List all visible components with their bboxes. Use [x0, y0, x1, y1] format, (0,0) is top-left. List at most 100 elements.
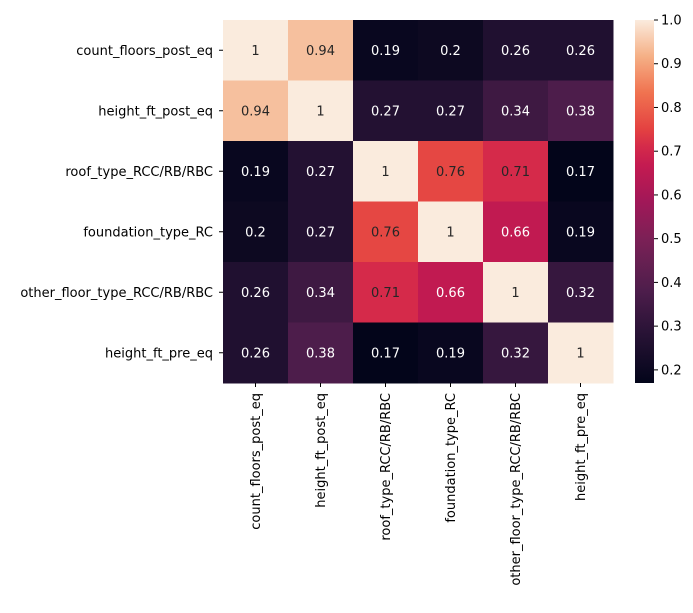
heatmap-cell [288, 141, 354, 202]
heatmap-cell [223, 322, 289, 384]
cell-value-label: 0.34 [306, 286, 335, 301]
heatmap-cell [223, 262, 289, 323]
cell-value-label: 0.2 [440, 44, 461, 59]
x-tick-label: count_floors_post_eq [249, 393, 264, 530]
cell-value-label: 0.26 [241, 346, 270, 361]
cell-value-label: 0.66 [436, 286, 465, 301]
colorbar-tick-label: 0.4 [661, 276, 682, 291]
cell-value-label: 0.38 [306, 346, 335, 361]
cell-value-label: 0.27 [436, 104, 465, 119]
cell-value-label: 1 [251, 44, 259, 59]
colorbar-tick-label: 0.3 [661, 320, 682, 335]
heatmap-cell [483, 322, 549, 384]
cell-value-label: 0.32 [501, 346, 530, 361]
cell-value-label: 0.17 [566, 165, 595, 180]
heatmap-cell [483, 80, 549, 142]
heatmap-cell [288, 201, 354, 263]
cell-value-label: 0.71 [501, 165, 530, 180]
heatmap-cell [548, 20, 614, 81]
heatmap-cell-labels: 1 0.94 0.19 0.2 0.26 0.26 0.94 1 0.27 0.27 0.34 0.3… [241, 44, 595, 362]
heatmap-cell [418, 141, 484, 202]
cell-value-label: 0.27 [306, 225, 335, 240]
heatmap-cell [223, 80, 289, 142]
heatmap-cell [483, 141, 549, 202]
cell-value-label: 1 [316, 104, 324, 119]
heatmap-cell [483, 20, 549, 81]
heatmap-cell [288, 20, 354, 81]
heatmap-cell [353, 262, 419, 323]
heatmap-cell [288, 80, 354, 142]
cell-value-label: 0.94 [306, 44, 335, 59]
heatmap-cell [548, 322, 614, 384]
heatmap-cell [483, 262, 549, 323]
colorbar-tick-label: 0.8 [661, 101, 682, 116]
cell-value-label: 0.26 [501, 44, 530, 59]
y-tick-label: roof_type_RCC/RB/RBC [65, 165, 213, 180]
heatmap-cell [353, 20, 419, 81]
heatmap-cell [288, 262, 354, 323]
cell-value-label: 0.27 [371, 104, 400, 119]
x-tick-label: foundation_type_RC [444, 393, 459, 523]
cell-value-label: 0.76 [371, 225, 400, 240]
cell-value-label: 0.17 [371, 346, 400, 361]
cell-value-label: 0.32 [566, 286, 595, 301]
heatmap-cell [548, 201, 614, 263]
colorbar-tick-label: 0.2 [661, 363, 682, 378]
x-tick-label: other_floor_type_RCC/RB/RBC [509, 393, 524, 586]
colorbar: 0.2 0.3 0.4 0.5 0.6 0.7 0.8 0.9 1.0 [635, 14, 682, 383]
y-tick-label: height_ft_pre_eq [105, 346, 213, 361]
heatmap-cell [223, 20, 289, 81]
y-tick-label: foundation_type_RC [83, 225, 213, 240]
cell-value-label: 0.27 [306, 165, 335, 180]
colorbar-tick-label: 0.5 [661, 232, 682, 247]
x-tick-label: height_ft_pre_eq [574, 393, 589, 501]
heatmap-cells [223, 20, 614, 384]
cell-value-label: 0.26 [241, 286, 270, 301]
heatmap-cell [418, 20, 484, 81]
heatmap-cell [483, 201, 549, 263]
heatmap-cell [548, 141, 614, 202]
x-tick-label: roof_type_RCC/RB/RBC [379, 393, 394, 541]
colorbar-tick-label: 0.9 [661, 57, 682, 72]
y-axis-tick-labels: count_floors_post_eq height_ft_post_eqroo… [20, 44, 223, 361]
heatmap-cell [223, 201, 289, 263]
cell-value-label: 1 [446, 225, 454, 240]
colorbar-tick-label: 0.6 [661, 188, 682, 203]
x-axis-tick-labels: count_floors_post_eq height_ft_post_eq roo… [249, 383, 589, 586]
heatmap-cell [418, 80, 484, 142]
heatmap-cell [418, 201, 484, 263]
colorbar-tick-label: 0.7 [661, 145, 682, 160]
heatmap-cell [353, 80, 419, 142]
cell-value-label: 1 [576, 346, 584, 361]
cell-value-label: 0.19 [371, 44, 400, 59]
cell-value-label: 0.38 [566, 104, 595, 119]
heatmap-cell [548, 262, 614, 323]
cell-value-label: 0.19 [241, 165, 270, 180]
cell-value-label: 0.26 [566, 44, 595, 59]
cell-value-label: 0.19 [436, 346, 465, 361]
colorbar-tick-label: 1.0 [661, 14, 682, 29]
cell-value-label: 0.19 [566, 225, 595, 240]
heatmap-cell [288, 322, 354, 384]
colorbar-gradient [635, 20, 654, 383]
cell-value-label: 0.94 [241, 104, 270, 119]
x-tick-label: height_ft_post_eq [314, 393, 329, 508]
heatmap-cell [353, 201, 419, 263]
heatmap-cell [353, 141, 419, 202]
heatmap-cell [353, 322, 419, 384]
heatmap-cell [223, 141, 289, 202]
heatmap-cell [418, 262, 484, 323]
cell-value-label: 1 [511, 286, 519, 301]
cell-value-label: 0.34 [501, 104, 530, 119]
cell-value-label: 0.66 [501, 225, 530, 240]
y-tick-label: count_floors_post_eq [76, 44, 213, 59]
cell-value-label: 1 [381, 165, 389, 180]
heatmap-cell [548, 80, 614, 142]
heatmap-cell [418, 322, 484, 384]
cell-value-label: 0.71 [371, 286, 400, 301]
cell-value-label: 0.2 [245, 225, 266, 240]
cell-value-label: 0.76 [436, 165, 465, 180]
y-tick-label: height_ft_post_eq [98, 104, 213, 119]
y-tick-label: other_floor_type_RCC/RB/RBC [20, 286, 213, 301]
